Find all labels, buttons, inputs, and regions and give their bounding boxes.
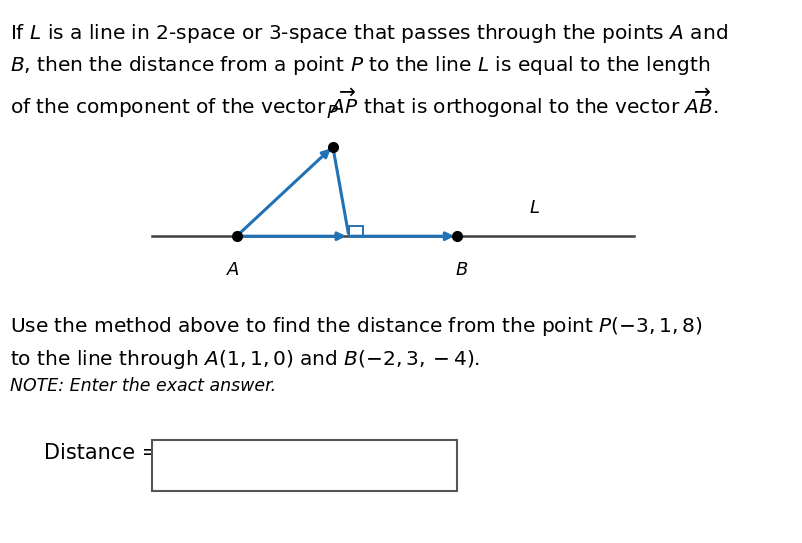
Text: to the line through $A(1, 1, 0)$ and $B(-2, 3, -4)$.: to the line through $A(1, 1, 0)$ and $B(…: [10, 348, 480, 370]
Text: $B$, then the distance from a point $P$ to the line $L$ is equal to the length: $B$, then the distance from a point $P$ …: [10, 54, 710, 77]
Text: If $L$ is a line in 2-space or 3-space that passes through the points $A$ and: If $L$ is a line in 2-space or 3-space t…: [10, 22, 727, 45]
Text: $B$: $B$: [455, 261, 468, 279]
Text: Use the method above to find the distance from the point $P(-3, 1, 8)$: Use the method above to find the distanc…: [10, 315, 703, 338]
Text: Distance =: Distance =: [44, 444, 160, 463]
Text: of the component of the vector $\overrightarrow{AP}$ that is orthogonal to the v: of the component of the vector $\overrig…: [10, 87, 719, 120]
Text: $P$: $P$: [326, 104, 339, 122]
Text: NOTE: Enter the exact answer.: NOTE: Enter the exact answer.: [10, 377, 276, 395]
Text: $L$: $L$: [529, 199, 541, 217]
FancyBboxPatch shape: [152, 440, 457, 491]
Text: $A$: $A$: [225, 261, 240, 279]
Bar: [349, 226, 363, 236]
